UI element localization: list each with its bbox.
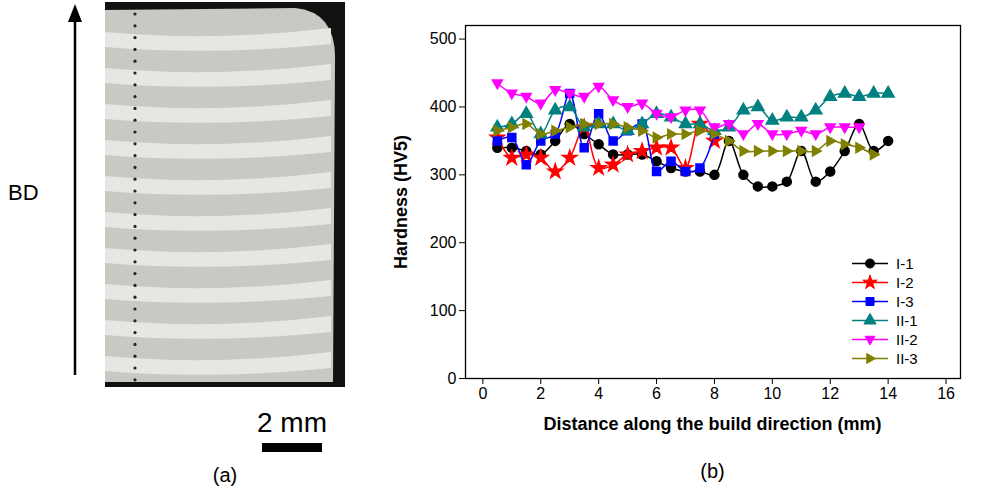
- svg-text:I-3: I-3: [896, 293, 914, 310]
- svg-text:16: 16: [937, 385, 955, 402]
- svg-text:II-2: II-2: [896, 331, 918, 348]
- svg-text:II-1: II-1: [896, 312, 918, 329]
- svg-text:I-1: I-1: [896, 255, 914, 272]
- svg-text:4: 4: [594, 385, 603, 402]
- svg-text:0: 0: [448, 370, 457, 387]
- svg-text:II-3: II-3: [896, 350, 918, 367]
- svg-text:2 mm: 2 mm: [257, 407, 327, 438]
- html-text:Hardness (HV5): Hardness (HV5): [390, 134, 411, 269]
- svg-text:100: 100: [430, 302, 457, 319]
- svg-text:2: 2: [536, 385, 545, 402]
- html-text:(b): (b): [700, 460, 725, 482]
- svg-text:10: 10: [763, 385, 781, 402]
- svg-text:300: 300: [430, 166, 457, 183]
- svg-text:8: 8: [710, 385, 719, 402]
- svg-text:(a): (a): [213, 464, 237, 486]
- svg-text:BD: BD: [8, 180, 39, 205]
- svg-text:200: 200: [430, 234, 457, 251]
- svg-text:14: 14: [879, 385, 897, 402]
- svg-text:12: 12: [821, 385, 839, 402]
- svg-text:I-2: I-2: [896, 274, 914, 291]
- svg-text:6: 6: [652, 385, 661, 402]
- html-text:Distance along the build direc: Distance along the build direction (mm): [543, 414, 882, 434]
- svg-text:400: 400: [430, 98, 457, 115]
- svg-text:0: 0: [478, 385, 487, 402]
- svg-text:500: 500: [430, 30, 457, 47]
